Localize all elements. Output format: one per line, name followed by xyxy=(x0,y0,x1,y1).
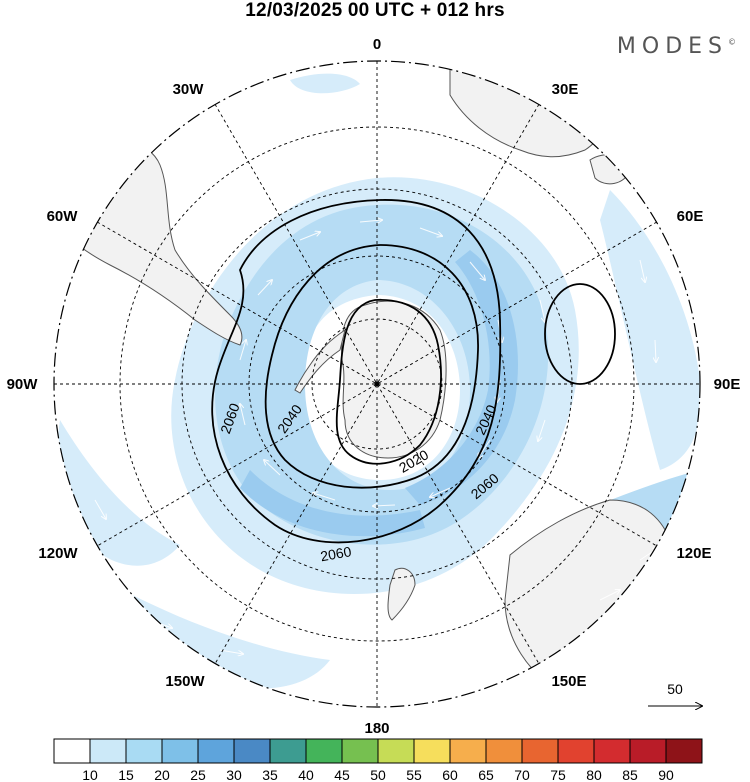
colorbar-swatch xyxy=(449,738,487,764)
contour-label-2060-c: 2060 xyxy=(319,543,353,564)
graticule xyxy=(54,61,700,707)
colorbar-tick-label: 70 xyxy=(514,767,530,782)
colorbar-tick-label: 85 xyxy=(622,767,638,782)
colorbar-tick-label: 50 xyxy=(370,767,386,782)
colorbar-swatch xyxy=(665,738,703,764)
brand-logo: MODES© xyxy=(617,34,736,59)
label-120e: 120E xyxy=(676,545,711,562)
label-30w: 30W xyxy=(173,81,205,98)
new-zealand xyxy=(387,567,416,621)
colorbar-swatch xyxy=(305,738,343,764)
madagascar xyxy=(589,154,631,185)
colorbar-swatch xyxy=(125,738,163,764)
label-60w: 60W xyxy=(47,208,79,225)
label-0: 0 xyxy=(373,36,381,53)
shade-jet-south xyxy=(240,470,425,537)
shade-north-patch xyxy=(290,73,360,94)
colorbar-swatch xyxy=(341,738,379,764)
colorbar-swatch xyxy=(161,738,199,764)
colorbar-swatch xyxy=(413,738,451,764)
colorbar-tick-label: 35 xyxy=(262,767,278,782)
meridian-labels: 0 30E 60E 90E 120E 150E 180 150W 120W 90… xyxy=(7,36,741,737)
colorbar-swatch xyxy=(197,738,235,764)
colorbar-tick-label: 30 xyxy=(226,767,242,782)
map-title: 12/03/2025 00 UTC + 012 hrs xyxy=(245,0,505,21)
colorbar-swatch xyxy=(53,738,91,764)
copyright-mark: © xyxy=(728,37,736,47)
label-90e: 90E xyxy=(714,376,741,393)
colorbar-tick-label: 45 xyxy=(334,767,350,782)
height-contours xyxy=(211,199,616,544)
colorbar-tick-label: 10 xyxy=(82,767,98,782)
map-disc: 2020 2040 2040 2060 2060 2060 xyxy=(54,61,700,707)
antarctic-peninsula xyxy=(294,328,346,394)
colorbar-tick-label: 75 xyxy=(550,767,566,782)
colorbar-swatch xyxy=(521,738,559,764)
shade-belt-east xyxy=(600,190,700,470)
colorbar-swatch xyxy=(485,738,523,764)
reference-vector: 50 xyxy=(648,681,702,706)
south-pole-marker xyxy=(374,381,380,387)
colorbar-swatch xyxy=(593,738,631,764)
colorbar-swatch xyxy=(557,738,595,764)
colorbar-swatch xyxy=(629,738,667,764)
label-120w: 120W xyxy=(38,545,78,562)
contour-2020 xyxy=(335,299,442,465)
contour-2040 xyxy=(264,244,479,489)
colorbar-tick-label: 80 xyxy=(586,767,602,782)
label-60e: 60E xyxy=(677,208,704,225)
colorbar-tick-label: 60 xyxy=(442,767,458,782)
colorbar-swatch xyxy=(377,738,415,764)
label-30e: 30E xyxy=(552,81,579,98)
label-150w: 150W xyxy=(165,673,205,690)
label-180: 180 xyxy=(364,720,389,737)
shade-belt-west xyxy=(58,420,180,566)
contour-2060-east xyxy=(544,283,616,385)
colorbar-tick-label: 90 xyxy=(658,767,674,782)
colorbar: 10 15 20 25 30 35 40 45 50 55 60 65 70 75 80 85 90 xyxy=(53,738,703,782)
colorbar-swatch xyxy=(89,738,127,764)
colorbar-swatch xyxy=(269,738,307,764)
brand-text: MODES xyxy=(616,34,728,59)
colorbar-tick-label: 20 xyxy=(154,767,170,782)
contour-2060 xyxy=(211,199,502,544)
label-90w: 90W xyxy=(7,376,39,393)
colorbar-tick-label: 25 xyxy=(190,767,206,782)
map-boundary xyxy=(53,60,701,708)
colorbar-tick-label: 65 xyxy=(478,767,494,782)
colorbar-tick-label: 55 xyxy=(406,767,422,782)
colorbar-swatch xyxy=(233,738,271,764)
colorbar-tick-label: 15 xyxy=(118,767,134,782)
reference-vector-label: 50 xyxy=(667,681,683,697)
label-150e: 150E xyxy=(551,673,586,690)
colorbar-tick-label: 40 xyxy=(298,767,314,782)
